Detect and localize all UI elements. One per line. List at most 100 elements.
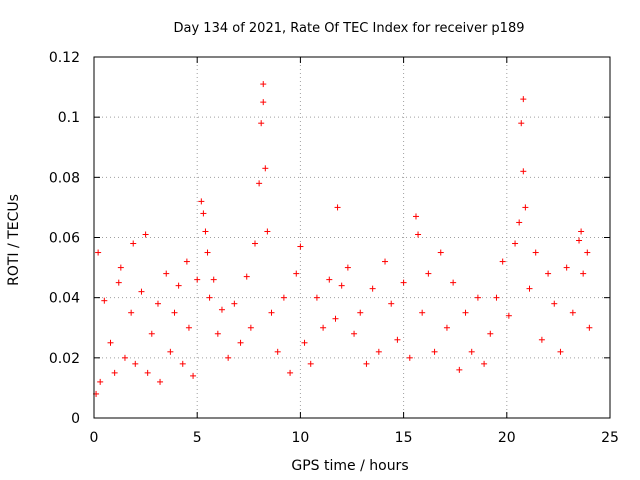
data-point — [344, 264, 351, 271]
data-point — [251, 240, 258, 247]
data-point — [144, 369, 151, 376]
data-point — [247, 324, 254, 331]
data-point — [206, 294, 213, 301]
data-point — [167, 348, 174, 355]
y-tick-label: 0.08 — [49, 170, 80, 186]
data-point — [117, 264, 124, 271]
y-tick-label: 0 — [71, 411, 80, 427]
x-tick-label: 20 — [498, 430, 516, 446]
y-axis-label: ROTI / TECUs — [6, 194, 22, 286]
data-point — [179, 360, 186, 367]
data-point — [522, 204, 529, 211]
data-point — [210, 276, 217, 283]
data-point — [363, 360, 370, 367]
data-point — [256, 180, 263, 187]
data-point — [95, 249, 102, 256]
data-point — [274, 348, 281, 355]
x-axis-label: GPS time / hours — [291, 458, 408, 474]
data-point — [218, 306, 225, 313]
data-point — [200, 210, 207, 217]
data-point — [580, 270, 587, 277]
data-point — [154, 300, 161, 307]
x-tick-label: 0 — [90, 430, 99, 446]
data-point — [287, 369, 294, 376]
data-point — [293, 270, 300, 277]
data-point — [443, 324, 450, 331]
data-point — [394, 336, 401, 343]
data-point — [526, 285, 533, 292]
data-point — [121, 354, 128, 361]
data-point — [493, 294, 500, 301]
data-point — [563, 264, 570, 271]
y-tick-label: 0.12 — [49, 50, 80, 66]
data-point — [262, 165, 269, 172]
data-point — [425, 270, 432, 277]
data-point — [351, 330, 358, 337]
data-point — [107, 339, 114, 346]
y-tick-label: 0.06 — [49, 231, 80, 247]
data-point — [320, 324, 327, 331]
data-point — [225, 354, 232, 361]
data-point — [332, 315, 339, 322]
data-point — [375, 348, 382, 355]
data-point — [499, 258, 506, 265]
data-point — [190, 372, 197, 379]
data-point — [551, 300, 558, 307]
data-point — [237, 339, 244, 346]
x-tick-label: 5 — [193, 430, 202, 446]
data-point — [505, 312, 512, 319]
data-point — [419, 309, 426, 316]
data-point — [194, 276, 201, 283]
data-point — [334, 204, 341, 211]
data-point — [481, 360, 488, 367]
data-point — [382, 258, 389, 265]
data-point — [369, 285, 376, 292]
data-point — [297, 243, 304, 250]
data-point — [412, 213, 419, 220]
data-point — [183, 258, 190, 265]
data-point — [313, 294, 320, 301]
data-point — [258, 120, 265, 127]
data-point — [468, 348, 475, 355]
data-point — [268, 309, 275, 316]
data-point — [307, 360, 314, 367]
data-point — [231, 300, 238, 307]
data-point — [520, 96, 527, 103]
data-point — [202, 228, 209, 235]
data-point — [163, 270, 170, 277]
data-point — [338, 282, 345, 289]
data-point — [214, 330, 221, 337]
data-point — [132, 360, 139, 367]
data-point — [171, 309, 178, 316]
data-point — [569, 309, 576, 316]
data-point — [128, 309, 135, 316]
data-point — [148, 330, 155, 337]
data-point — [516, 219, 523, 226]
plot-frame — [93, 56, 611, 419]
x-tick-label: 25 — [601, 430, 619, 446]
x-tick-label: 15 — [395, 430, 413, 446]
data-point — [326, 276, 333, 283]
data-point — [138, 288, 145, 295]
data-point — [142, 231, 149, 238]
data-point — [280, 294, 287, 301]
data-point — [538, 336, 545, 343]
data-point — [198, 198, 205, 205]
data-point — [462, 309, 469, 316]
data-point — [586, 324, 593, 331]
data-point — [388, 300, 395, 307]
y-tick-label: 0.02 — [49, 351, 80, 367]
y-tick-label: 0.04 — [49, 291, 80, 307]
chart-title: Day 134 of 2021, Rate Of TEC Index for r… — [174, 21, 525, 36]
data-point — [111, 369, 118, 376]
data-point — [431, 348, 438, 355]
data-points — [93, 81, 593, 397]
data-point — [450, 279, 457, 286]
data-point — [518, 120, 525, 127]
data-point — [97, 378, 104, 385]
data-point — [474, 294, 481, 301]
data-point — [545, 270, 552, 277]
data-point — [243, 273, 250, 280]
data-point — [584, 249, 591, 256]
data-point — [400, 279, 407, 286]
